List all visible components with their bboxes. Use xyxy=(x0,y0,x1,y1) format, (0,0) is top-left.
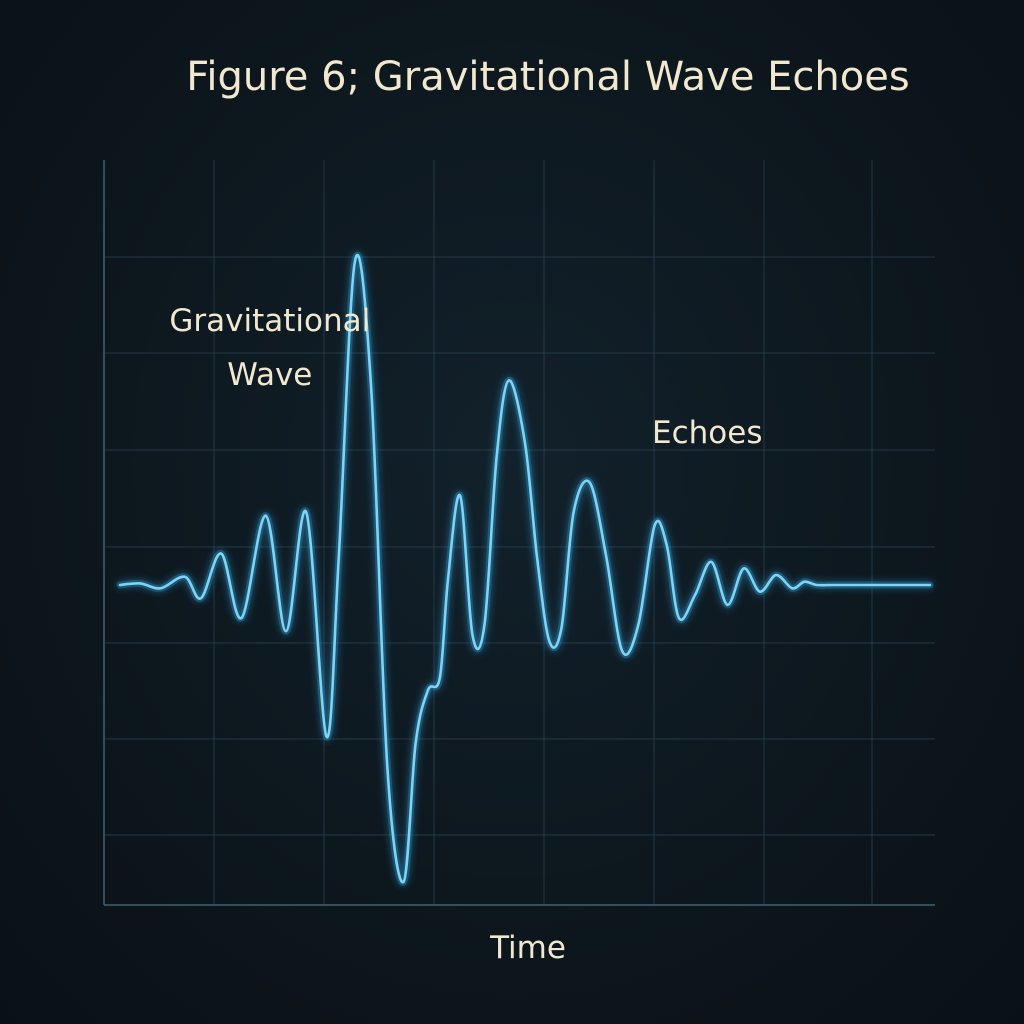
annotation-line: Wave xyxy=(227,357,312,393)
x-axis-label: Time xyxy=(489,930,566,966)
wave-glow xyxy=(116,251,934,886)
annotation-line: Gravitational xyxy=(169,303,370,339)
chart-title: Figure 6; Gravitational Wave Echoes xyxy=(186,54,909,100)
data-series-line xyxy=(118,253,932,884)
annotation-gravitational-wave: Gravitational Wave xyxy=(169,303,370,393)
grid xyxy=(104,160,935,905)
annotations: Gravitational Wave Echoes xyxy=(169,303,762,451)
annotation-echoes: Echoes xyxy=(652,415,762,451)
